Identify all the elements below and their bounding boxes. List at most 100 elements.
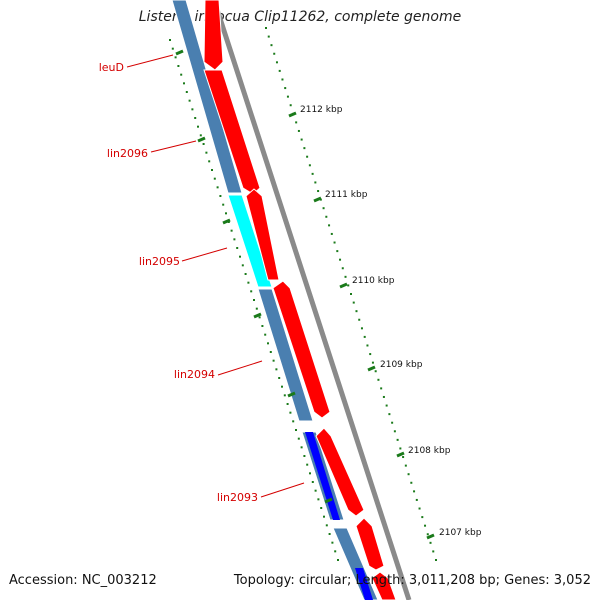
minor-tick-dot [396,438,399,441]
minor-tick-dot [363,335,366,338]
minor-tick-dot [393,430,396,433]
minor-tick-dot [239,255,241,258]
minor-tick-dot [171,47,174,50]
minor-tick-dot [250,290,253,293]
minor-tick-dot [292,420,295,423]
inner-tick-dots [169,39,339,561]
kbp-label-2108: 2108 kbp [408,446,451,456]
minor-tick-dot [264,333,267,336]
minor-tick-dot [278,69,281,72]
minor-tick-dot [317,190,320,193]
minor-tick-dot [347,284,350,287]
minor-tick-dot [317,498,320,501]
minor-tick-dot [380,387,383,390]
minor-tick-dot [281,385,283,388]
cds-forward-5[interactable] [315,427,365,517]
minor-tick-dot [197,125,199,128]
minor-tick-dot [194,117,197,119]
minor-tick-dot [247,281,250,284]
minor-tick-dot [225,212,227,215]
minor-tick-dot [267,342,269,345]
kbp-label-2107: 2107 kbp [439,528,482,538]
minor-tick-dot [270,44,273,47]
minor-tick-dot [418,507,421,510]
minor-tick-dot [286,95,289,98]
minor-tick-dot [334,550,337,553]
minor-tick-dot [275,368,278,371]
minor-tick-dot [426,533,429,536]
minor-tick-dot [169,39,171,41]
minor-tick-dot [352,301,355,304]
minor-tick-dot [350,293,352,295]
minor-tick-dot [278,377,281,379]
minor-tick-dot [360,327,363,330]
minor-tick-dot [199,134,202,137]
minor-tick-dot [295,429,297,431]
minor-tick-dot [303,147,306,150]
minor-tick-dot [339,258,342,261]
cds-forward-6[interactable] [355,517,385,571]
minor-tick-dot [325,215,328,218]
minor-tick-dot [211,169,213,171]
cds-forward-1[interactable] [203,0,224,71]
cds-reverse-highlight-cyan[interactable] [227,194,273,288]
minor-tick-dot [311,481,314,483]
minor-tick-dot [241,264,244,267]
minor-tick-dot [253,299,255,301]
minor-tick-dot [341,267,344,270]
minor-tick-dot [261,325,264,327]
minor-tick-dot [309,472,311,475]
minor-tick-dot [208,160,211,163]
gene-label-leud[interactable]: leuD [99,61,124,74]
minor-tick-dot [244,273,247,275]
minor-tick-dot [328,224,331,227]
cds-forward-7[interactable] [371,571,397,600]
minor-tick-dot [177,65,180,67]
cds-forward-3[interactable] [245,188,280,281]
minor-tick-dot [300,138,303,141]
minor-tick-dot [216,186,219,189]
minor-tick-dot [336,250,339,253]
minor-tick-dot [284,87,287,90]
minor-tick-dot [202,143,205,145]
minor-tick-dot [421,516,424,519]
cds-reverse-1[interactable] [171,0,243,194]
minor-tick-dot [325,524,328,527]
minor-tick-dot [402,456,405,459]
minor-tick-dot [269,351,272,353]
minor-tick-dot [330,232,333,235]
minor-tick-dot [191,108,194,111]
minor-tick-dot [273,52,276,55]
minor-tick-dot [185,91,188,93]
cds-reverse-highlight-blue-2[interactable] [355,568,373,600]
accession-text: Accession: NC_003212 [9,573,157,588]
outer-major-ticks [288,111,435,540]
minor-tick-dot [358,318,361,321]
minor-tick-dot [308,164,311,167]
minor-tick-dot [377,378,380,381]
minor-tick-dot [213,177,216,180]
cds-forward-4[interactable] [272,280,331,419]
minor-tick-dot [180,73,183,76]
minor-tick-dot [366,344,369,347]
minor-tick-dot [281,78,284,81]
gene-label-lin2095[interactable]: lin2095 [139,255,180,268]
minor-tick-dot [424,524,427,527]
minor-tick-dot [183,82,185,85]
minor-tick-dot [314,489,317,492]
minor-tick-dot [258,316,261,319]
gene-label-lin2093[interactable]: lin2093 [217,491,258,504]
cds-reverse-2[interactable] [257,288,314,422]
gene-label-lin2096[interactable]: lin2096 [107,147,148,160]
genome-summary-text: Topology: circular; Length: 3,011,208 bp… [233,573,591,588]
minor-tick-dot [371,361,374,364]
gene-label-lin2094[interactable]: lin2094 [174,368,215,381]
minor-tick-dot [297,129,300,132]
reverse-strand-track [171,0,379,600]
minor-tick-dot [267,35,270,38]
kbp-label-2109: 2109 kbp [380,360,423,370]
minor-tick-dot [385,404,388,407]
minor-tick-dot [331,541,334,544]
minor-tick-dot [300,446,303,449]
